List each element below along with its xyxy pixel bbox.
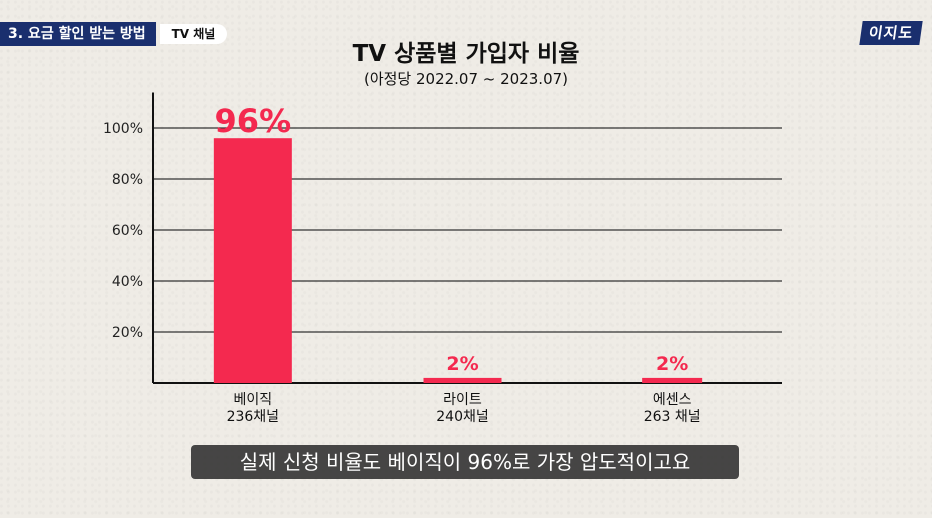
x-tick-sublabel: 236채널 (227, 409, 279, 425)
x-tick-label: 라이트 (443, 392, 482, 408)
chart-title: TV 상품별 가입자 비율 (352, 41, 580, 67)
section-title: 3. 요금 할인 받는 방법 (0, 22, 156, 46)
y-tick-label: 100% (103, 121, 143, 137)
data-label: 2% (656, 353, 688, 375)
y-tick-label: 40% (112, 274, 143, 290)
y-tick-label: 80% (112, 172, 143, 188)
data-label: 2% (446, 353, 478, 375)
data-label: 96% (215, 102, 292, 140)
x-tick-sublabel: 240채널 (436, 409, 488, 425)
x-tick-label: 베이직 (234, 392, 273, 408)
x-tick-sublabel: 263 채널 (644, 409, 701, 425)
section-tag: 3. 요금 할인 받는 방법 TV 채널 (0, 22, 228, 46)
y-tick-label: 60% (112, 223, 143, 239)
bar (642, 377, 703, 383)
x-tick-label: 에센스 (653, 392, 692, 408)
bar (213, 138, 292, 383)
y-tick-label: 20% (112, 325, 143, 341)
section-subtitle: TV 채널 (159, 24, 228, 44)
subtitle-caption: 실제 신청 비율도 베이직이 96%로 가장 압도적이고요 (191, 445, 739, 479)
bar (423, 377, 502, 383)
chart-subtitle: (아정당 2022.07 ~ 2023.07) (363, 70, 569, 88)
